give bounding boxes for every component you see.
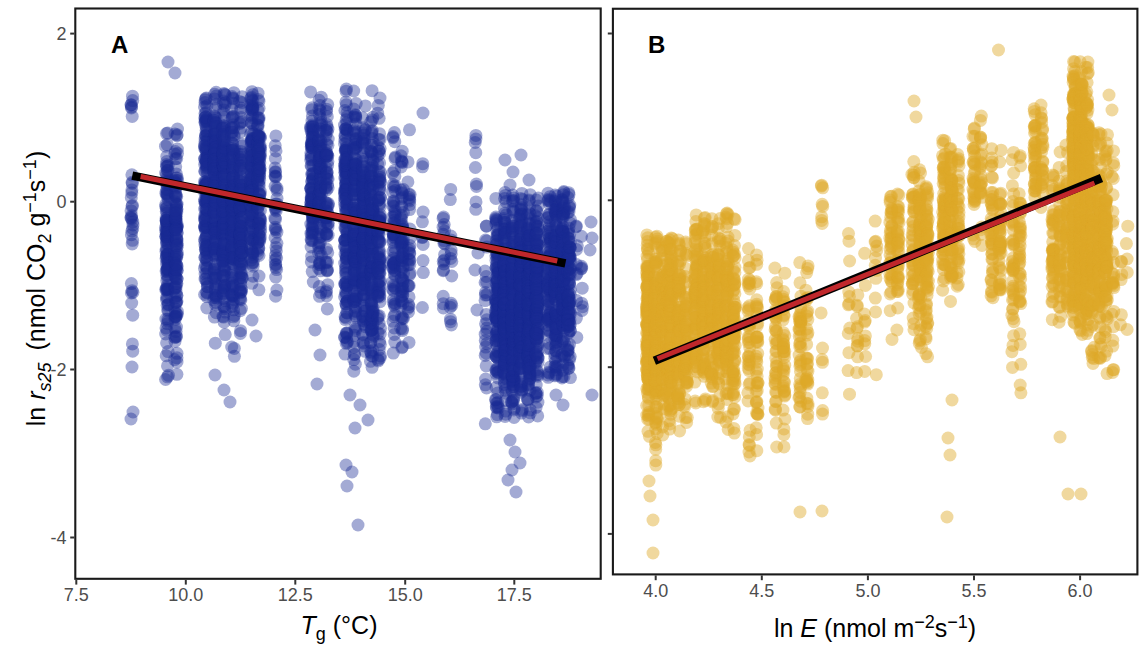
svg-text:7.5: 7.5 xyxy=(64,585,89,605)
svg-text:0: 0 xyxy=(56,192,66,212)
svg-text:6.0: 6.0 xyxy=(1068,581,1093,601)
svg-text:-4: -4 xyxy=(50,528,66,548)
svg-text:2: 2 xyxy=(56,24,66,44)
svg-text:17.5: 17.5 xyxy=(497,585,532,605)
svg-text:5.5: 5.5 xyxy=(961,581,986,601)
svg-text:12.5: 12.5 xyxy=(278,585,313,605)
svg-text:4.0: 4.0 xyxy=(643,581,668,601)
svg-text:5.0: 5.0 xyxy=(855,581,880,601)
svg-text:A: A xyxy=(111,31,128,58)
svg-text:10.0: 10.0 xyxy=(168,585,203,605)
svg-text:4.5: 4.5 xyxy=(749,581,774,601)
svg-text:ln E (nmol m−2s−1): ln E (nmol m−2s−1) xyxy=(774,612,976,642)
svg-text:15.0: 15.0 xyxy=(388,585,423,605)
svg-text:B: B xyxy=(648,31,665,58)
